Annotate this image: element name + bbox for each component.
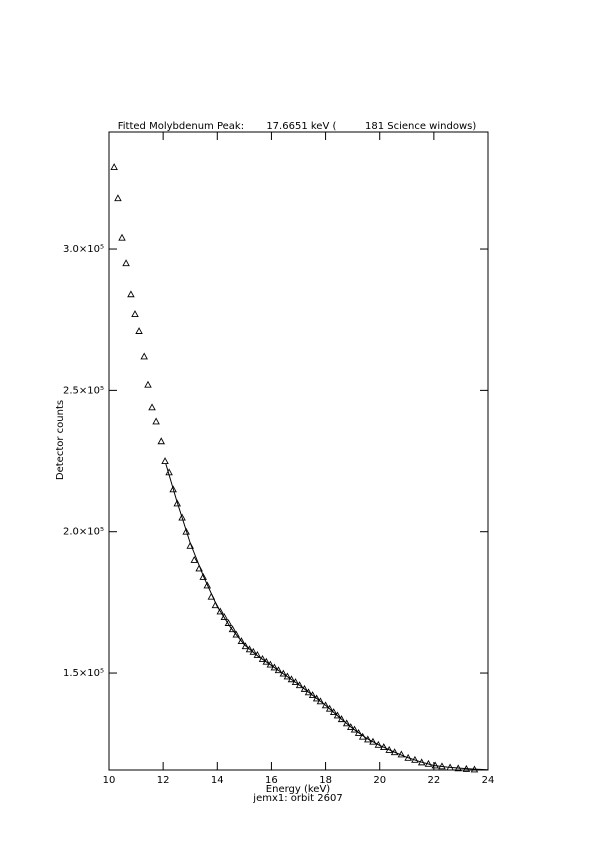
x-tick-label: 24 bbox=[482, 775, 495, 786]
data-point bbox=[321, 701, 330, 709]
data-point bbox=[114, 194, 122, 202]
data-point bbox=[385, 745, 393, 753]
x-tick-label: 18 bbox=[319, 775, 332, 786]
plot-frame bbox=[108, 131, 489, 771]
x-tick-label: 10 bbox=[103, 775, 116, 786]
x-axis-label: Energy (keV) bbox=[266, 784, 331, 795]
y-tick-label: 1.5×10⁵ bbox=[63, 668, 104, 679]
data-point bbox=[333, 711, 342, 719]
x-tick-label: 20 bbox=[373, 775, 386, 786]
data-point bbox=[182, 527, 190, 535]
data-point bbox=[245, 645, 254, 653]
data-point bbox=[131, 310, 139, 317]
data-point bbox=[300, 684, 309, 692]
data-point bbox=[354, 729, 363, 736]
data-point bbox=[199, 572, 207, 580]
data-point bbox=[274, 666, 283, 674]
data-point bbox=[374, 740, 383, 748]
data-point bbox=[157, 437, 166, 445]
data-point bbox=[127, 290, 135, 298]
y-tick-label: 2.0×10⁵ bbox=[63, 527, 104, 538]
data-point bbox=[224, 619, 233, 626]
data-point bbox=[216, 607, 225, 615]
data-point bbox=[325, 704, 334, 712]
x-tick-label: 16 bbox=[265, 775, 278, 786]
data-point bbox=[169, 485, 177, 493]
data-point bbox=[241, 642, 250, 650]
y-axis-label: Detector counts bbox=[55, 400, 66, 480]
data-point bbox=[228, 625, 237, 633]
data-point bbox=[178, 513, 186, 521]
data-point bbox=[266, 660, 275, 668]
fit-line bbox=[165, 463, 489, 771]
data-point bbox=[148, 403, 156, 411]
data-point bbox=[140, 352, 148, 360]
data-point bbox=[232, 630, 240, 638]
x-tick-label: 12 bbox=[157, 775, 170, 786]
data-point bbox=[161, 457, 169, 464]
chart-title: Fitted Molybdenum Peak: 17.6651 keV ( 18… bbox=[118, 121, 477, 132]
data-point bbox=[262, 657, 271, 665]
data-point bbox=[304, 688, 313, 696]
x-tick-label: 22 bbox=[427, 775, 440, 786]
x-tick-label: 14 bbox=[211, 775, 224, 786]
data-point bbox=[237, 637, 246, 645]
y-tick-label: 2.5×10⁵ bbox=[63, 385, 104, 396]
subtitle: jemx1: orbit 2607 bbox=[252, 793, 342, 804]
data-point bbox=[144, 380, 152, 388]
data-point bbox=[203, 581, 212, 589]
data-point bbox=[337, 715, 346, 723]
data-point bbox=[346, 723, 355, 730]
data-point bbox=[270, 663, 279, 671]
data-point bbox=[316, 697, 325, 705]
data-point bbox=[220, 613, 229, 621]
data-point bbox=[173, 499, 181, 507]
data-point bbox=[152, 417, 160, 425]
data-point bbox=[190, 556, 199, 563]
data-point bbox=[118, 233, 126, 241]
data-point bbox=[110, 163, 118, 171]
data-point bbox=[122, 259, 130, 267]
data-point bbox=[329, 708, 338, 716]
y-tick-label: 3.0×10⁵ bbox=[63, 244, 104, 255]
data-point bbox=[295, 681, 304, 689]
data-point bbox=[312, 694, 321, 702]
data-point bbox=[135, 327, 143, 334]
data-point bbox=[342, 719, 351, 727]
data-point bbox=[308, 691, 317, 699]
